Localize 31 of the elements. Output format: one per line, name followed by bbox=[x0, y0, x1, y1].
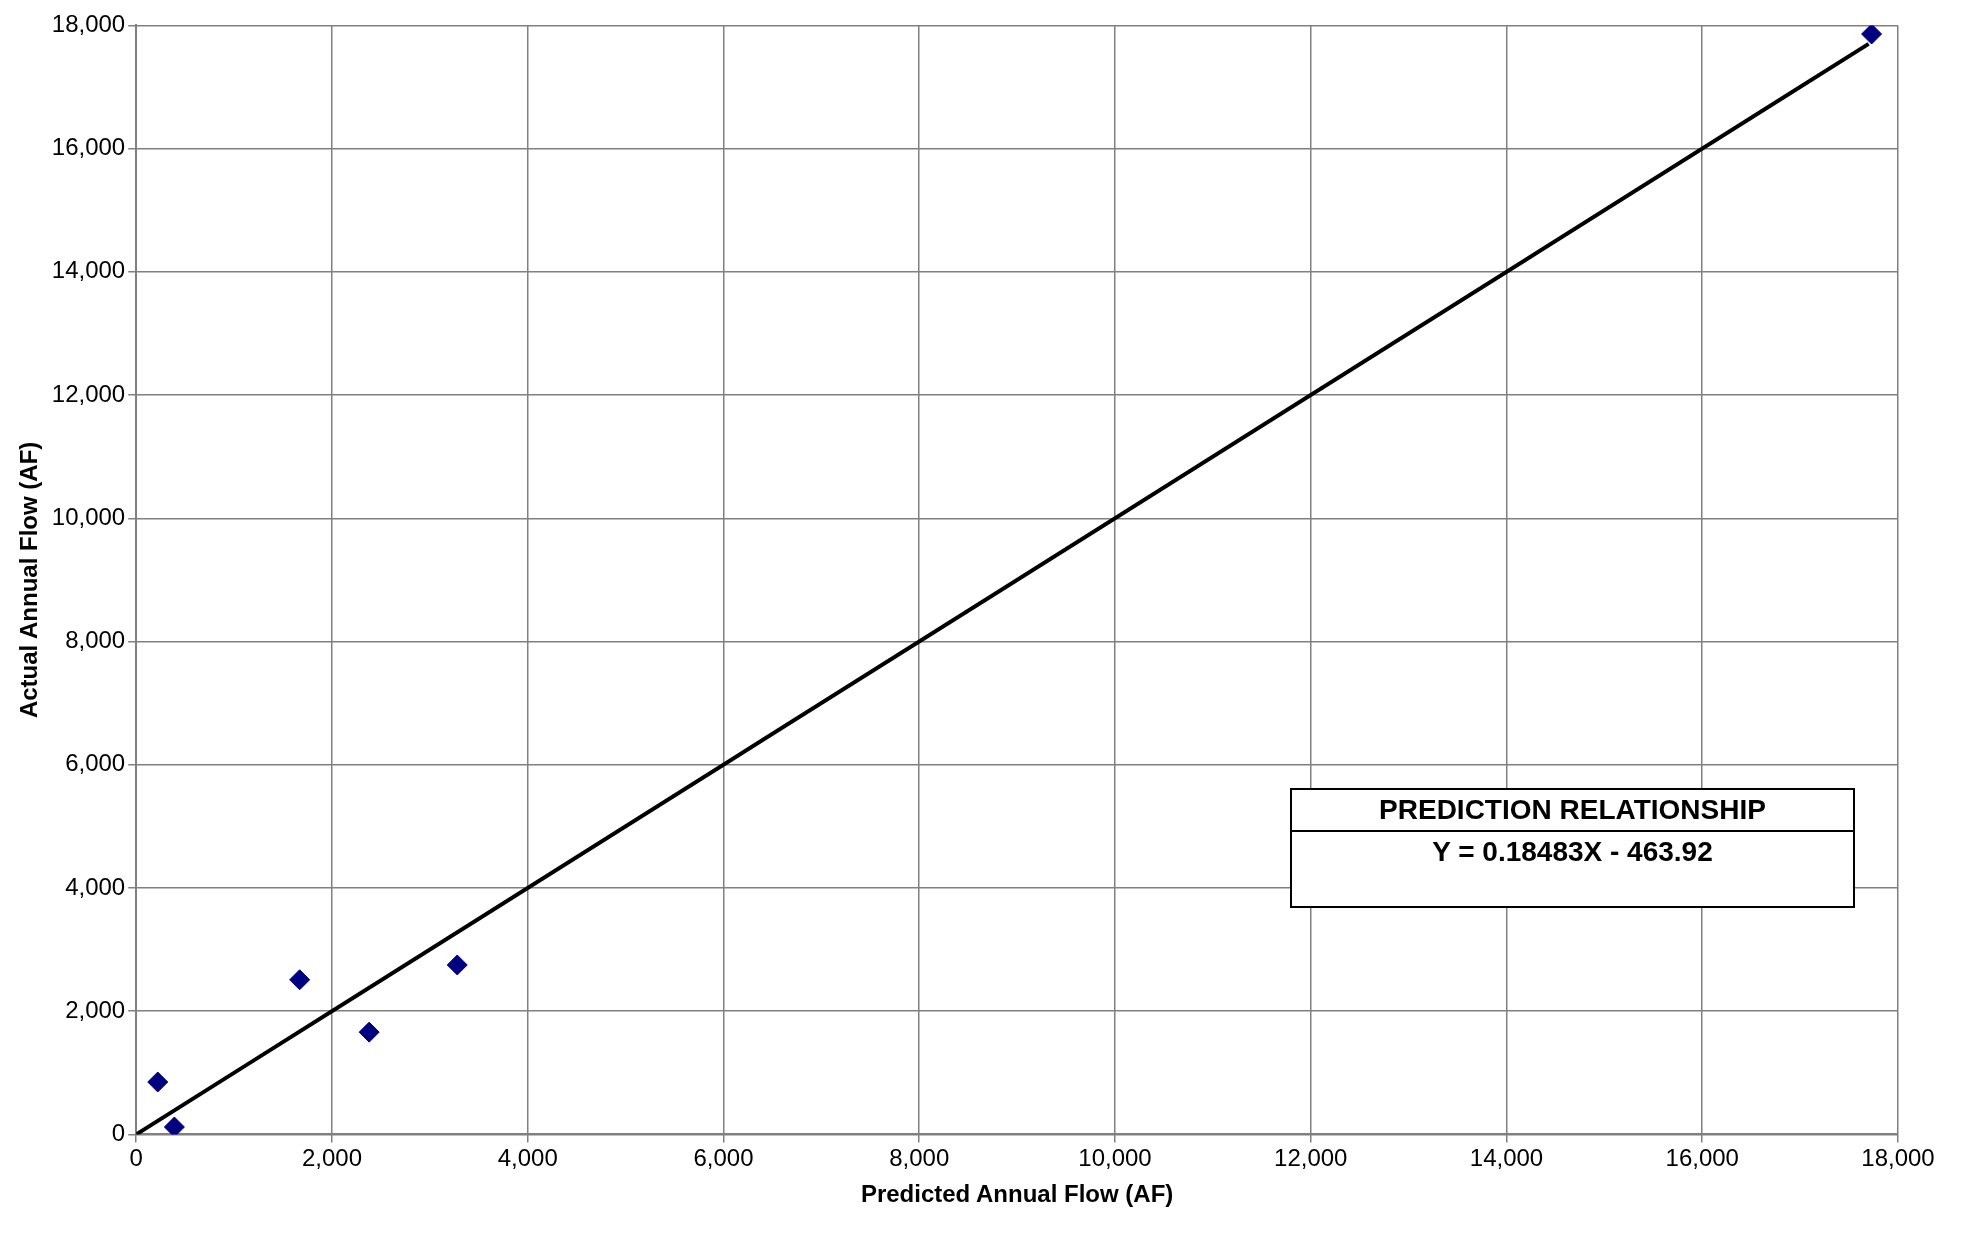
point bbox=[163, 1116, 185, 1135]
y-tick-label: 14,000 bbox=[51, 256, 126, 284]
point bbox=[147, 1071, 169, 1093]
y-tick-label: 8,000 bbox=[65, 626, 126, 654]
x-tick-label: 18,000 bbox=[1861, 1144, 1935, 1172]
y-tick-label: 10,000 bbox=[51, 502, 126, 530]
y-tick-label: 0 bbox=[111, 1119, 126, 1147]
y-tick-label: 4,000 bbox=[65, 872, 126, 900]
x-tick-label: 10,000 bbox=[1078, 1144, 1152, 1172]
point bbox=[289, 969, 311, 991]
y-tick-label: 18,000 bbox=[51, 10, 126, 38]
x-tick-label: 6,000 bbox=[693, 1144, 754, 1172]
x-tick-label: 16,000 bbox=[1665, 1144, 1739, 1172]
x-axis-title: Predicted Annual Flow (AF) bbox=[860, 1180, 1174, 1208]
y-tick-label: 2,000 bbox=[65, 995, 126, 1023]
point bbox=[446, 954, 468, 976]
x-tick-label: 0 bbox=[129, 1144, 143, 1172]
x-tick-label: 14,000 bbox=[1469, 1144, 1544, 1172]
x-tick-label: 8,000 bbox=[889, 1144, 950, 1172]
y-tick-label: 6,000 bbox=[65, 749, 126, 777]
annotation: Y = 0.18483X - 463.92 bbox=[1431, 835, 1714, 869]
x-tick-label: 4,000 bbox=[497, 1144, 558, 1172]
x-tick-label: 2,000 bbox=[301, 1144, 362, 1172]
point bbox=[358, 1021, 380, 1043]
y-axis-title: Actual Annual Flow (AF) bbox=[15, 441, 43, 719]
text-box: PREDICTION RELATIONSHIP Y = 0.18483X - 463.92 bbox=[1290, 788, 1855, 908]
point bbox=[1861, 25, 1883, 45]
x-tick-label: 12,000 bbox=[1274, 1144, 1348, 1172]
annotation: PREDICTION RELATIONSHIP bbox=[1292, 790, 1853, 832]
y-tick-label: 12,000 bbox=[51, 379, 126, 407]
y-tick-label: 16,000 bbox=[51, 133, 126, 161]
